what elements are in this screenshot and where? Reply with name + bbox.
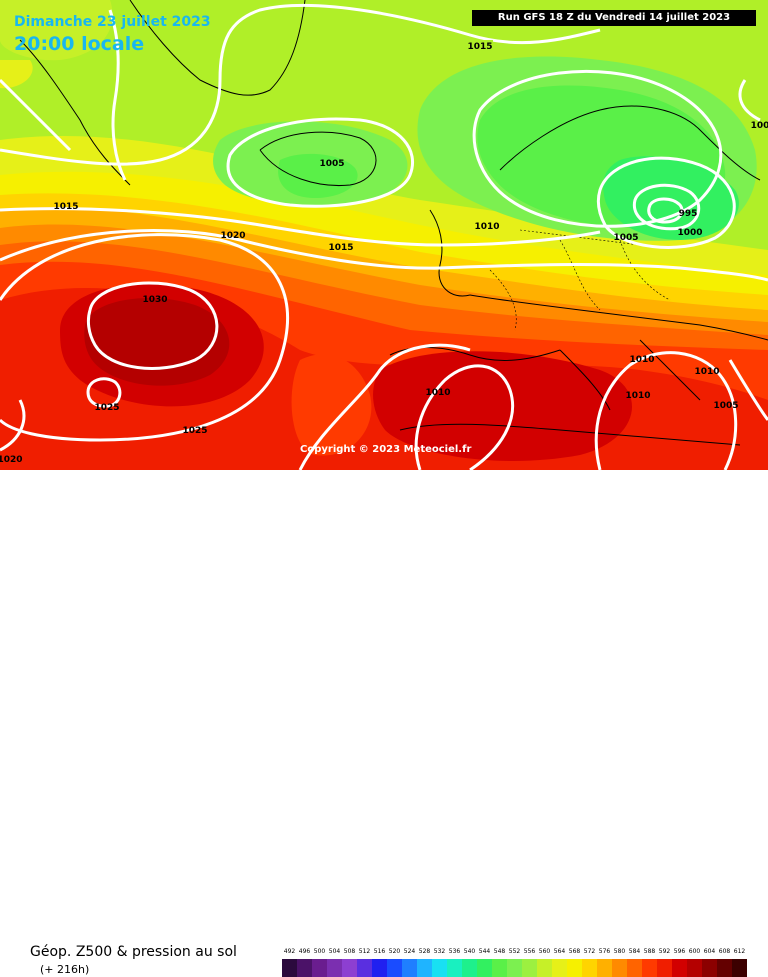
legend-value: 548	[493, 948, 506, 955]
isobar-label: 1005	[613, 233, 638, 243]
legend-swatch	[372, 959, 387, 977]
run-info: Run GFS 18 Z du Vendredi 14 juillet 2023	[472, 10, 756, 26]
legend-value: 532	[433, 948, 446, 955]
copyright: Copyright © 2023 Meteociel.fr	[300, 444, 472, 455]
legend-swatch	[342, 959, 357, 977]
legend-value: 568	[568, 948, 581, 955]
legend-swatch	[402, 959, 417, 977]
legend-value: 608	[718, 948, 731, 955]
isobar-label: 1020	[0, 455, 23, 465]
isobar-label: 1015	[53, 202, 78, 212]
legend-swatch	[672, 959, 687, 977]
legend-value: 560	[538, 948, 551, 955]
legend-swatch	[717, 959, 732, 977]
legend-swatch	[522, 959, 537, 977]
legend-value: 496	[298, 948, 311, 955]
legend-value: 520	[388, 948, 401, 955]
legend-swatch	[627, 959, 642, 977]
legend-swatch	[537, 959, 552, 977]
isobar-label: 1000	[677, 228, 702, 238]
legend-value: 576	[598, 948, 611, 955]
color-legend: 492 496 500 504 508 512 516 520 524 528 532 536 540 5…	[282, 948, 762, 977]
legend-value: 592	[658, 948, 671, 955]
isobar-label: 1015	[467, 42, 492, 52]
legend-swatch	[567, 959, 582, 977]
legend-swatch	[657, 959, 672, 977]
geopotential-map: 1015 1005 1015 1020 1015 1010 1005 995 1…	[0, 0, 768, 470]
isobar-label: 1010	[474, 222, 499, 232]
legend-swatch	[282, 959, 297, 977]
legend-value: 604	[703, 948, 716, 955]
legend-value: 540	[463, 948, 476, 955]
legend-swatch	[552, 959, 567, 977]
chart-title: Géop. Z500 & pression au sol	[30, 944, 237, 960]
isobar-label: 1015	[328, 243, 353, 253]
isobar-label: 1025	[182, 426, 207, 436]
legend-swatch	[687, 959, 702, 977]
legend-swatch	[702, 959, 717, 977]
map-area: 1015 1005 1015 1020 1015 1010 1005 995 1…	[0, 0, 768, 470]
isobar-label: 1010	[625, 391, 650, 401]
legend-swatch	[477, 959, 492, 977]
legend-value: 528	[418, 948, 431, 955]
legend-swatch	[297, 959, 312, 977]
legend-swatch	[492, 959, 507, 977]
legend-value: 596	[673, 948, 686, 955]
legend-swatch	[357, 959, 372, 977]
legend-value: 536	[448, 948, 461, 955]
legend-value: 500	[313, 948, 326, 955]
legend-value: 524	[403, 948, 416, 955]
legend-swatch	[732, 959, 747, 977]
legend-labels: 492 496 500 504 508 512 516 520 524 528 532 536 540 5…	[282, 948, 762, 957]
legend-value: 512	[358, 948, 371, 955]
legend-value: 552	[508, 948, 521, 955]
legend-swatch	[462, 959, 477, 977]
forecast-date: Dimanche 23 juillet 2023	[14, 14, 211, 30]
legend-value: 584	[628, 948, 641, 955]
isobar-label: 1025	[94, 403, 119, 413]
legend-swatch	[507, 959, 522, 977]
legend-value: 612	[733, 948, 746, 955]
legend-swatch	[447, 959, 462, 977]
isobar-label: 1030	[142, 295, 167, 305]
legend-value: 556	[523, 948, 536, 955]
footer: Géop. Z500 & pression au sol (+ 216h) 49…	[0, 470, 768, 977]
legend-value: 588	[643, 948, 656, 955]
isobar-label: 1010	[629, 355, 654, 365]
legend-value: 516	[373, 948, 386, 955]
legend-bar	[282, 959, 747, 977]
legend-value: 492	[283, 948, 296, 955]
legend-value: 508	[343, 948, 356, 955]
isobar-label: 1020	[220, 231, 245, 241]
isobar-label: 1005	[319, 159, 344, 169]
isobar-label: 1010	[694, 367, 719, 377]
legend-swatch	[642, 959, 657, 977]
legend-swatch	[327, 959, 342, 977]
legend-swatch	[417, 959, 432, 977]
isobar-label: 1005	[713, 401, 738, 411]
isobar-label: 1010	[425, 388, 450, 398]
legend-value: 600	[688, 948, 701, 955]
legend-value: 544	[478, 948, 491, 955]
legend-value: 564	[553, 948, 566, 955]
lead-time: (+ 216h)	[40, 963, 90, 976]
legend-swatch	[432, 959, 447, 977]
legend-swatch	[612, 959, 627, 977]
legend-swatch	[387, 959, 402, 977]
legend-value: 572	[583, 948, 596, 955]
legend-value: 504	[328, 948, 341, 955]
isobar-label: 995	[679, 209, 698, 219]
forecast-time: 20:00 locale	[14, 33, 145, 55]
legend-swatch	[312, 959, 327, 977]
isobar-label: 100	[751, 121, 768, 131]
legend-swatch	[582, 959, 597, 977]
legend-value: 580	[613, 948, 626, 955]
legend-swatch	[597, 959, 612, 977]
